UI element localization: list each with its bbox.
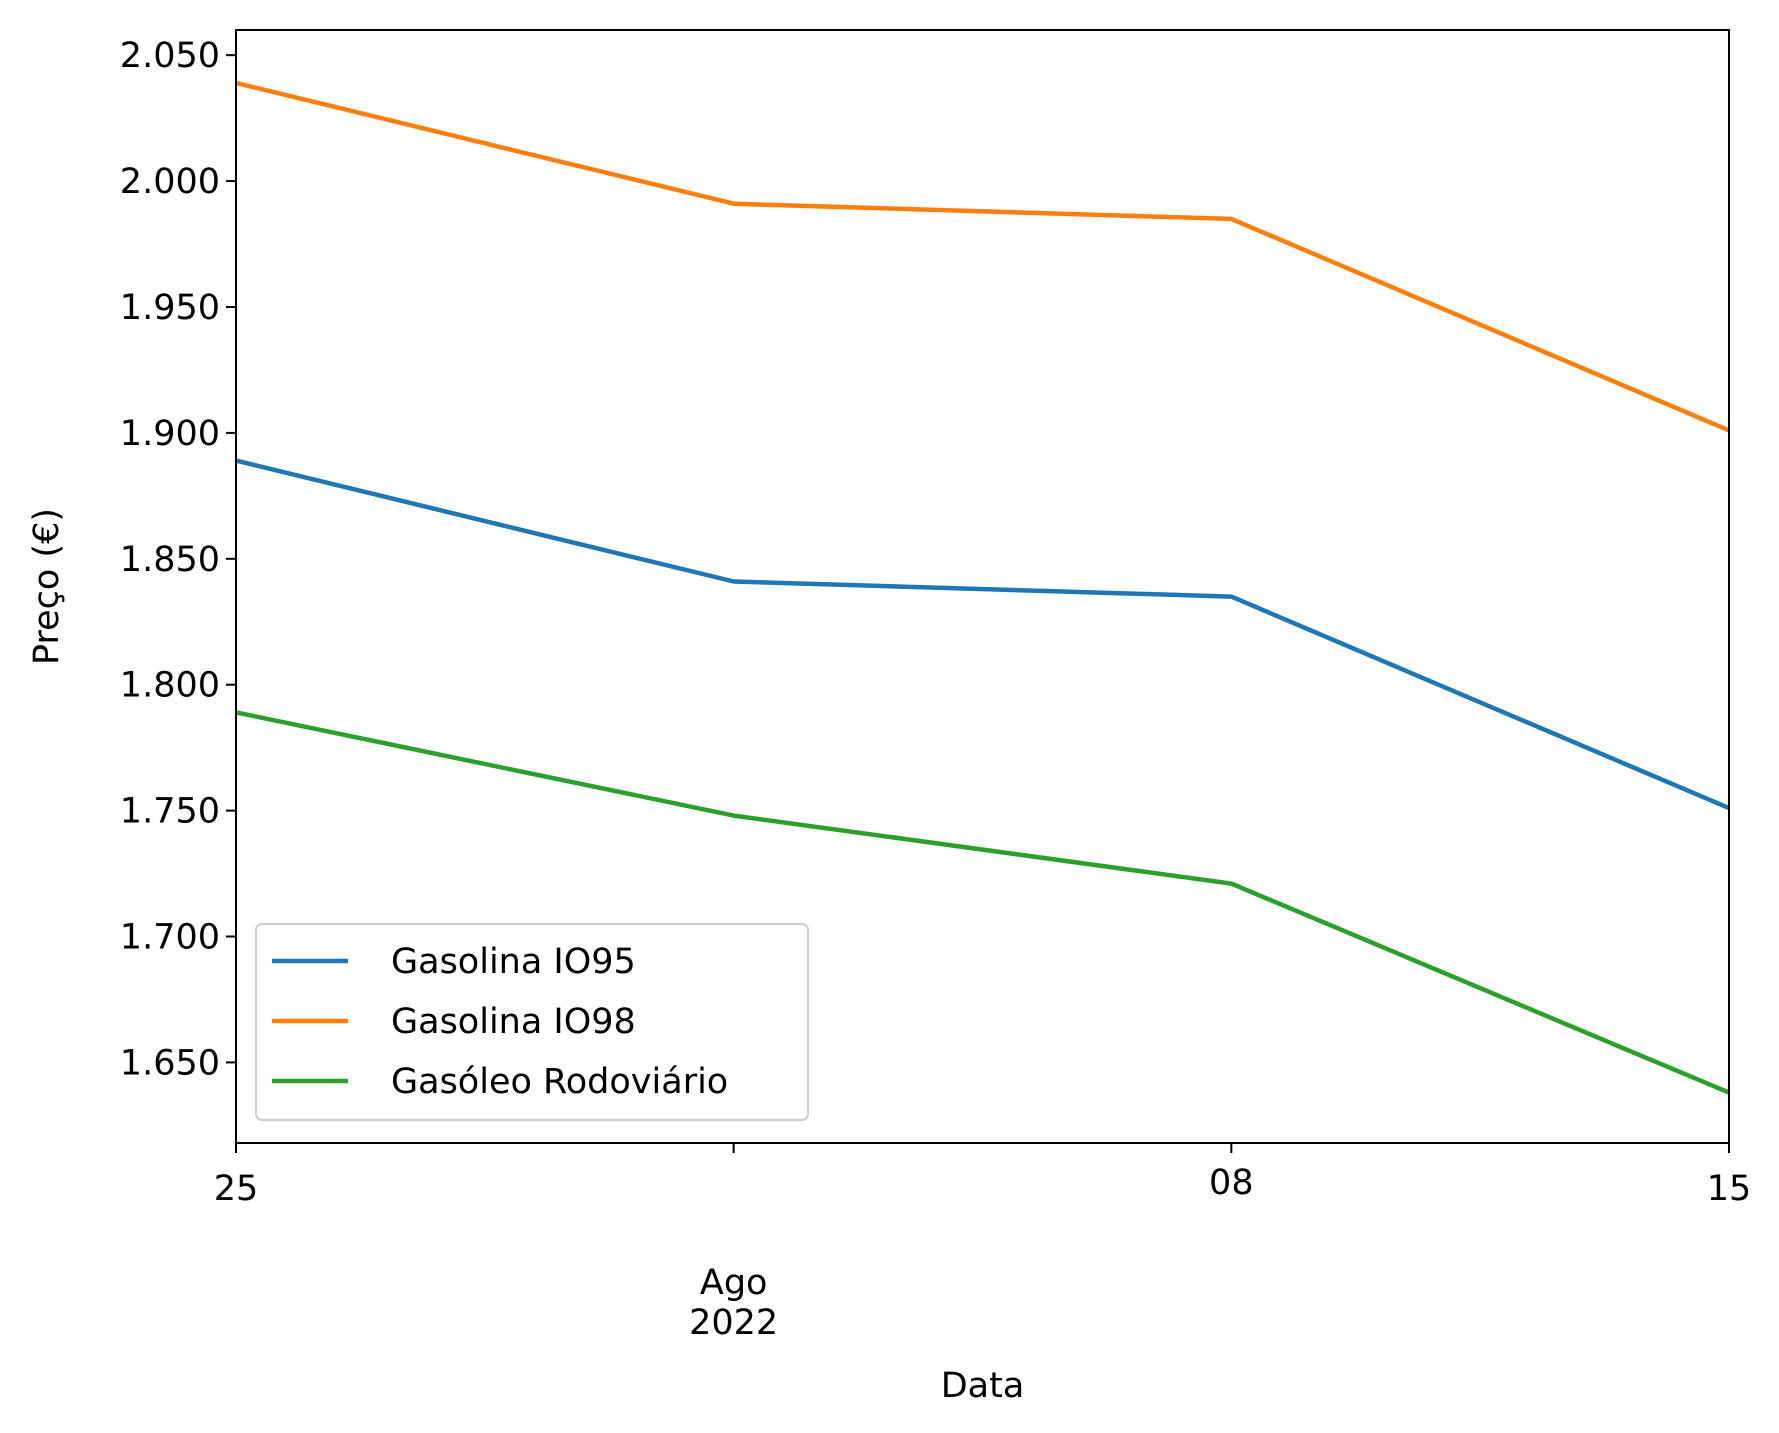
series-line-0 xyxy=(235,458,1730,811)
legend: Gasolina IO95 Gasolina IO98 Gasóleo Rodovi… xyxy=(255,923,809,1121)
series-lines xyxy=(235,80,1730,1095)
y-tick-label: 1.750 xyxy=(120,792,220,832)
y-tick-label: 1.700 xyxy=(120,918,220,958)
y-tick-label: 2.050 xyxy=(120,36,220,76)
legend-label: Gasolina IO98 xyxy=(391,1002,636,1042)
y-tick-label: 1.850 xyxy=(120,540,220,580)
y-tick-label: 1.900 xyxy=(120,414,220,454)
x-tick-label: 25 xyxy=(214,1169,259,1209)
x-tick-label: 08 xyxy=(1209,1163,1254,1203)
series-line-2 xyxy=(235,710,1730,1095)
y-tick-label: 1.650 xyxy=(120,1043,220,1083)
x-tick-label-line: 2022 xyxy=(689,1303,778,1343)
legend-label: Gasolina IO95 xyxy=(391,942,636,982)
legend-box xyxy=(255,923,809,1121)
y-axis-label: Preço (€) xyxy=(27,508,67,665)
legend-label: Gasóleo Rodoviário xyxy=(391,1062,728,1102)
x-tick-label: 15 xyxy=(1707,1169,1752,1209)
x-tick-label-line: Ago xyxy=(700,1263,768,1303)
y-tick-label: 1.800 xyxy=(120,666,220,706)
x-axis-label: Data xyxy=(941,1366,1025,1406)
y-tick-label: 1.950 xyxy=(120,288,220,328)
y-axis: 1.650 1.700 1.750 1.800 1.850 1.900 1.950 2.000… xyxy=(120,36,236,1083)
series-line-1 xyxy=(235,80,1730,433)
y-tick-label: 2.000 xyxy=(120,162,220,202)
x-tick-label: Ago 2022 xyxy=(689,1263,778,1343)
x-axis: 25 Ago 2022 08 15 xyxy=(214,1143,1752,1343)
plot-area-frame xyxy=(235,29,1730,1144)
